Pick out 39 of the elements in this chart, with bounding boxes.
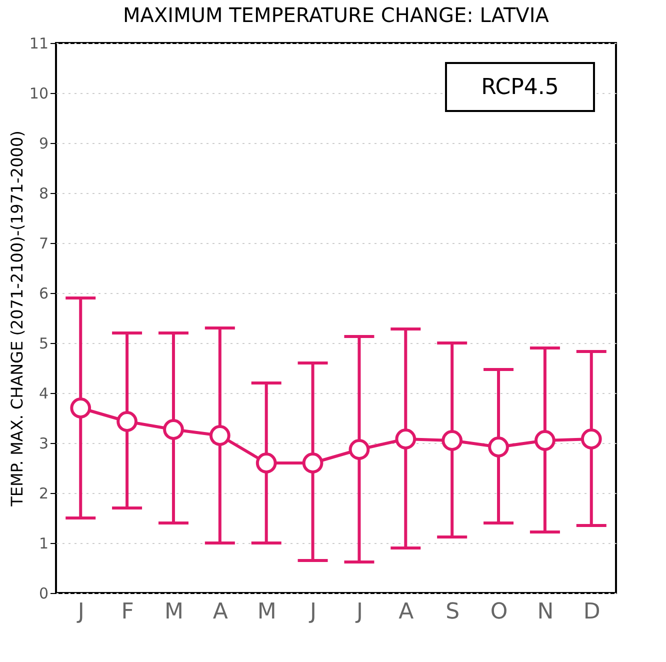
- point: [209, 425, 230, 446]
- point: [534, 430, 556, 451]
- point: [580, 428, 602, 450]
- y-tick-label: 6: [38, 284, 48, 302]
- point: [488, 436, 509, 458]
- point: [163, 419, 184, 440]
- x-tick-label: O: [490, 600, 508, 624]
- chart-title: MAXIMUM TEMPERATURE CHANGE: LATVIA: [123, 3, 550, 27]
- point: [302, 452, 324, 474]
- y-tick-label: 10: [29, 84, 48, 102]
- y-tick-label: 4: [38, 384, 48, 402]
- y-axis-title: TEMP. MAX. CHANGE (2071-2100)-(1971-2000): [7, 130, 26, 508]
- y-tick-label: 3: [38, 434, 48, 452]
- x-tick-label: A: [212, 600, 228, 624]
- y-tick-label: 5: [38, 334, 48, 352]
- x-tick-label: A: [398, 600, 414, 624]
- x-tick-label: J: [354, 600, 363, 624]
- x-tick-label: N: [537, 600, 554, 624]
- point: [70, 398, 92, 418]
- x-tick-label: J: [76, 600, 84, 624]
- y-tick-label: 0: [38, 584, 48, 602]
- x-tick-label: S: [446, 600, 460, 624]
- y-tick-label: 11: [29, 34, 48, 52]
- y-tick-label: 9: [38, 134, 48, 152]
- x-tick-label: M: [257, 600, 276, 624]
- y-tick-label: 1: [38, 534, 48, 552]
- annotation: RCP4.5: [481, 75, 559, 100]
- y-tick-label: 8: [38, 184, 48, 202]
- point: [256, 452, 277, 474]
- point: [116, 411, 138, 432]
- point: [395, 428, 416, 450]
- point: [348, 439, 370, 460]
- x-tick-label: M: [164, 600, 184, 624]
- y-tick-label: 2: [38, 484, 48, 502]
- x-tick-label: D: [583, 600, 600, 624]
- x-tick-label: J: [308, 600, 317, 624]
- point: [442, 430, 463, 451]
- x-tick-label: F: [121, 600, 134, 624]
- y-tick-label: 7: [38, 234, 48, 252]
